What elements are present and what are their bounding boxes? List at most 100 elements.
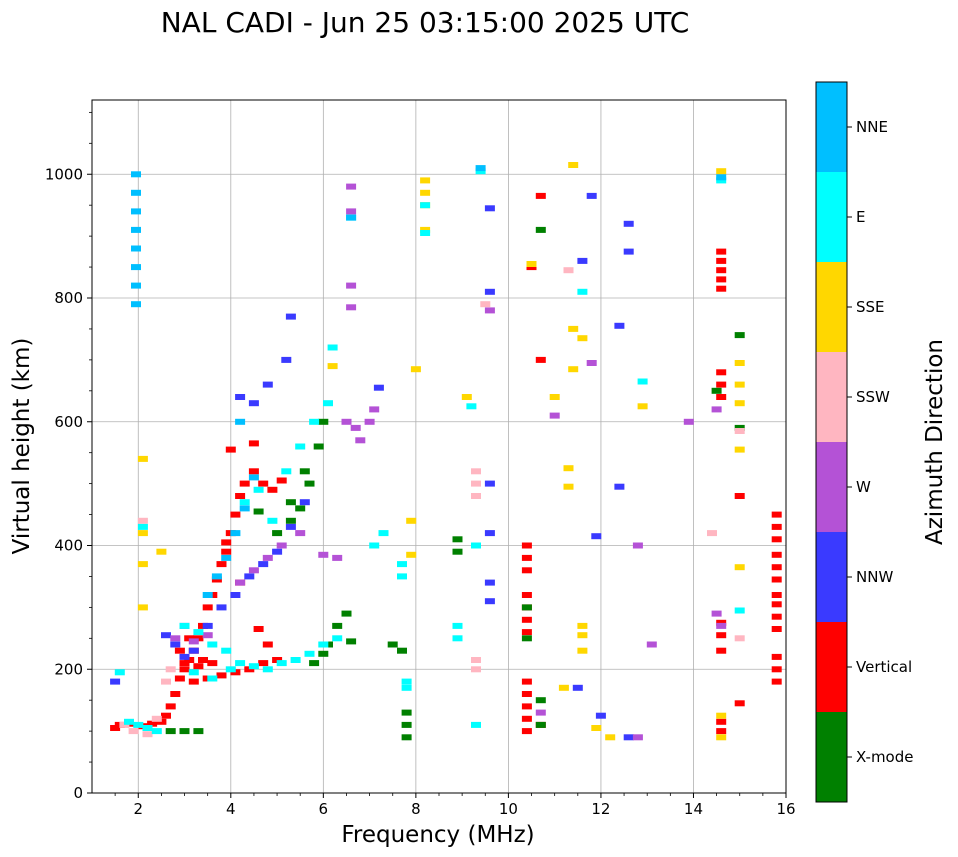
point-sse [577, 632, 588, 639]
point-nnw [179, 653, 190, 660]
point-e [262, 666, 273, 673]
point-vertical [179, 666, 190, 673]
point-sse [327, 363, 338, 370]
point-w [332, 554, 343, 561]
y-tick-label: 1000 [45, 165, 83, 183]
colorbar-tick-label: SSE [856, 298, 885, 316]
point-nnw [262, 381, 273, 388]
point-nnw [230, 592, 241, 598]
point-w [170, 635, 181, 642]
point-vertical [216, 672, 227, 679]
point-vertical [771, 564, 782, 571]
point-vertical [716, 285, 727, 292]
point-w [202, 632, 213, 639]
point-nnw [258, 561, 269, 568]
point-sse [410, 366, 421, 373]
point-e [734, 607, 745, 614]
x-tick-label: 6 [319, 800, 329, 818]
point-nne [230, 530, 241, 537]
point-vertical [272, 657, 283, 663]
point-vertical [771, 592, 782, 598]
point-w [549, 412, 560, 419]
point-e [281, 468, 292, 475]
point-e [637, 378, 648, 385]
point-e [716, 177, 727, 184]
point-vertical [771, 613, 782, 620]
point-nne [131, 189, 141, 196]
point-e [267, 517, 278, 524]
x-tick-label: 2 [133, 800, 143, 818]
point-e [452, 635, 463, 642]
y-tick-label: 200 [54, 660, 83, 678]
point-e [378, 530, 389, 537]
point-vertical [221, 539, 232, 546]
point-x-mode [387, 641, 398, 648]
point-vertical [184, 635, 195, 642]
point-nnw [170, 641, 181, 648]
point-e [318, 641, 329, 648]
point-ssw [165, 666, 176, 673]
point-w [632, 734, 643, 741]
point-vertical [521, 542, 532, 549]
point-vertical [771, 523, 782, 530]
colorbar-segment-nnw [816, 532, 847, 622]
point-vertical [771, 511, 782, 518]
point-e [188, 669, 199, 676]
point-e [327, 344, 338, 351]
point-x-mode [401, 721, 412, 728]
point-nnw [484, 288, 495, 295]
point-vertical [716, 394, 727, 400]
point-vertical [521, 678, 532, 685]
point-nnw [591, 533, 602, 540]
point-nne [716, 174, 727, 181]
point-w [318, 551, 329, 558]
point-vertical [521, 554, 532, 561]
point-x-mode [452, 536, 463, 543]
point-nnw [244, 573, 255, 580]
point-x-mode [734, 424, 745, 431]
point-e [221, 647, 232, 654]
y-axis-ticks: 0 200 400 600 800 1000 [45, 111, 92, 802]
point-x-mode [285, 517, 296, 524]
x-tick-label: 8 [411, 800, 421, 818]
point-w [632, 542, 643, 549]
point-e [401, 684, 412, 691]
point-e [420, 230, 431, 236]
point-ssw [734, 635, 745, 642]
point-nnw [614, 322, 625, 329]
point-nnw [595, 712, 606, 719]
x-tick-label: 14 [684, 800, 703, 818]
point-nne [131, 282, 141, 289]
point-sse [156, 548, 167, 555]
point-x-mode [193, 728, 204, 735]
point-w [295, 530, 306, 537]
colorbar: X-mode Vertical NNW W SSW SSE E NNE [815, 81, 913, 803]
point-sse [734, 400, 745, 407]
point-e [179, 622, 190, 629]
point-e [225, 666, 236, 673]
point-vertical [239, 480, 250, 487]
point-vertical [716, 728, 727, 735]
point-sse [137, 561, 148, 568]
point-vertical [258, 660, 269, 667]
point-vertical [521, 592, 532, 598]
point-e [397, 573, 407, 580]
point-sse [716, 168, 727, 175]
point-vertical [258, 480, 269, 487]
point-ssw [151, 715, 162, 722]
point-nnw [373, 384, 384, 391]
point-nnw [484, 530, 495, 537]
point-e [276, 660, 287, 667]
point-nnw [216, 604, 227, 611]
point-vertical [771, 536, 782, 543]
point-sse [406, 551, 417, 558]
point-vertical [716, 267, 727, 274]
point-x-mode [346, 638, 357, 645]
point-sse [716, 734, 727, 741]
point-vertical [207, 660, 218, 667]
point-nnw [272, 548, 283, 555]
point-e [475, 168, 486, 175]
point-sse [734, 381, 745, 388]
point-e [193, 629, 204, 636]
point-vertical [535, 356, 546, 363]
